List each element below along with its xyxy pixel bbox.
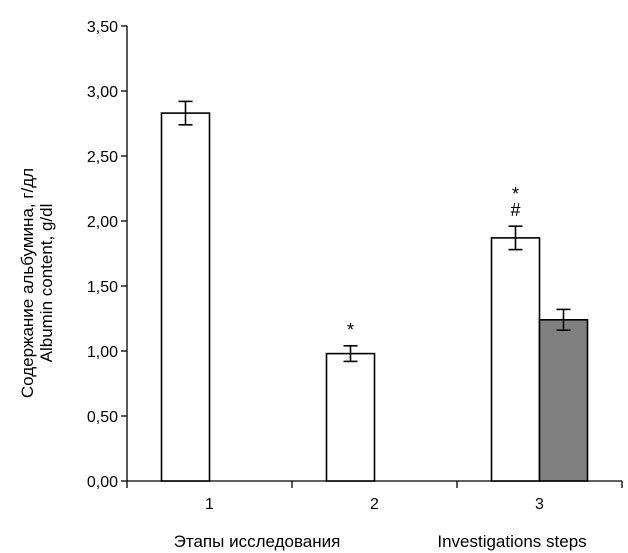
x-tick-label: 2 (370, 496, 379, 513)
y-axis-title-line2: Albumin content, g/dl (37, 204, 56, 363)
y-tick-label: 0,50 (87, 409, 118, 426)
bar-1-series-1 (160, 112, 211, 482)
y-axis-title-line1: Содержание альбумина, г/дл (18, 168, 37, 398)
y-tick-label: 3,50 (87, 19, 118, 36)
annotations: **# (347, 184, 521, 340)
x-tick-label: 3 (535, 496, 544, 513)
x-axis-title-ru: Этапы исследования (174, 532, 341, 551)
x-ticks: 1 2 3 (126, 481, 623, 513)
significance-marker: # (510, 200, 520, 220)
bar-2-series-1 (325, 352, 376, 482)
y-ticks: 0,00 0,50 1,00 1,50 2,00 2,50 3,00 3,50 (87, 19, 127, 491)
y-axis-title: Содержание альбумина, г/дл Albumin conte… (18, 168, 56, 398)
y-tick-label: 2,50 (87, 149, 118, 166)
y-tick-label: 3,00 (87, 84, 118, 101)
bars (160, 112, 589, 482)
y-tick-label: 1,00 (87, 344, 118, 361)
x-tick-label: 1 (205, 496, 214, 513)
significance-marker: * (347, 320, 354, 340)
bar-3-series-2 (538, 318, 589, 482)
y-tick-label: 0,00 (87, 474, 118, 491)
error-bars (178, 100, 571, 363)
x-axis-title-en: Investigations steps (437, 532, 586, 551)
bar-3-series-1 (490, 237, 541, 482)
y-tick-label: 1,50 (87, 279, 118, 296)
y-tick-label: 2,00 (87, 214, 118, 231)
significance-marker: * (512, 184, 519, 204)
